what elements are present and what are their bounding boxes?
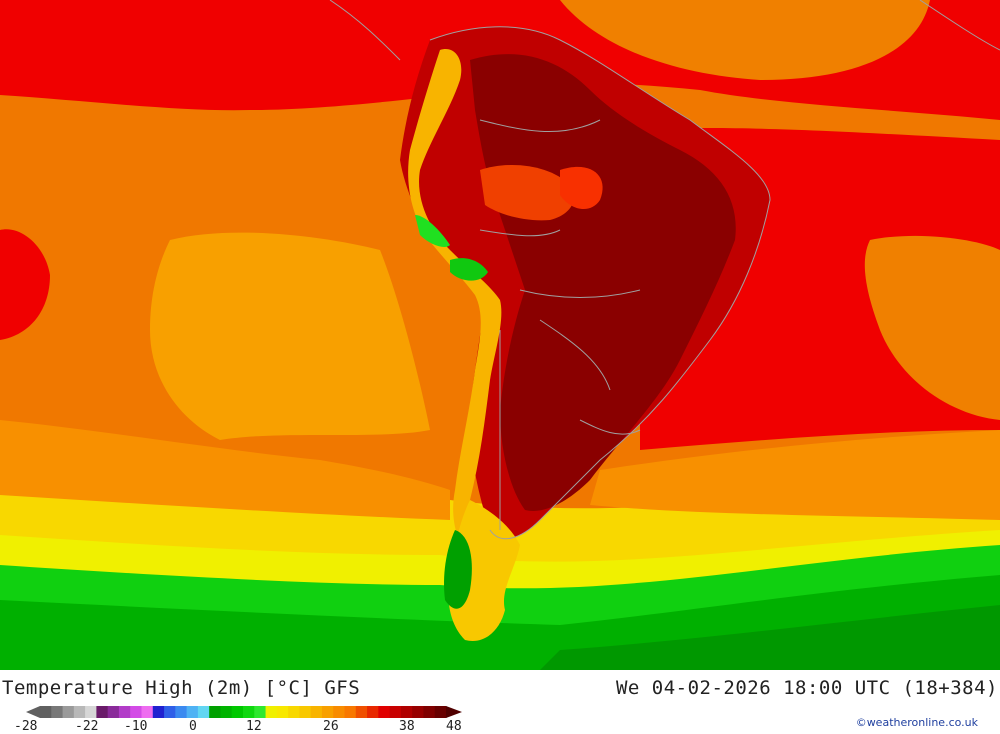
andes-warm-strip — [408, 49, 502, 561]
legend-swatch — [288, 706, 300, 718]
legend-tick: 26 — [323, 719, 339, 734]
legend-swatch — [175, 706, 188, 718]
legend-swatch — [434, 706, 447, 718]
legend-swatch — [400, 706, 413, 718]
legend-arrow-left — [26, 706, 40, 718]
legend-swatch — [321, 706, 334, 718]
orange-patch-east — [864, 235, 1000, 420]
andes-cool-patch-2 — [450, 258, 488, 281]
ocean-mild-zone-2 — [0, 420, 450, 520]
legend-swatch — [152, 706, 165, 718]
legend-swatch — [333, 706, 345, 718]
legend-tick: 12 — [246, 719, 262, 734]
legend-swatch — [40, 706, 52, 718]
legend-swatch — [276, 706, 289, 718]
ocean-mild-zone — [150, 232, 430, 440]
map-title: Temperature High (2m) [°C] GFS — [2, 677, 361, 699]
patagonia-yellow — [448, 500, 520, 641]
patagonia-green — [444, 530, 472, 609]
pacific-hot-west — [0, 229, 50, 340]
country-borders — [329, 0, 1000, 540]
legend-swatch — [254, 706, 267, 718]
temperature-map — [0, 0, 1000, 670]
legend-tick: 0 — [189, 719, 197, 734]
legend-tick: -22 — [75, 719, 99, 734]
legend-swatch — [243, 706, 255, 718]
legend-swatch — [367, 706, 379, 718]
amazon-cooler-patch-2 — [560, 166, 603, 210]
legend-swatch — [299, 706, 312, 718]
legend-swatch — [85, 706, 97, 718]
legend-swatch — [220, 706, 233, 718]
legend-swatch — [118, 706, 131, 718]
forecast-datetime: We 04-02-2026 18:00 UTC (18+384) — [615, 677, 998, 699]
legend-swatch — [310, 706, 323, 718]
legend-swatch — [96, 706, 109, 718]
legend-tick: -28 — [14, 719, 38, 734]
legend-swatch — [141, 706, 154, 718]
legend-arrow-right — [446, 706, 462, 718]
legend-swatch — [378, 706, 391, 718]
legend-swatch — [107, 706, 120, 718]
legend-swatch — [344, 706, 357, 718]
legend-tick: 48 — [446, 719, 462, 734]
footer-bar — [0, 670, 1000, 733]
amazon-cooler-patch — [480, 165, 574, 221]
legend-swatch — [231, 706, 244, 718]
legend-swatch — [73, 706, 86, 718]
legend-swatch — [355, 706, 368, 718]
legend-swatch — [412, 706, 424, 718]
andes-cool-patch — [415, 215, 450, 247]
legend-swatch — [62, 706, 75, 718]
ocean-mild-zone-east — [590, 430, 1000, 520]
legend-swatch — [186, 706, 199, 718]
credit-link[interactable]: ©weatheronline.co.uk — [855, 716, 978, 729]
legend-swatch — [423, 706, 436, 718]
orange-patch-north — [560, 0, 930, 80]
legend-swatch — [209, 706, 221, 718]
legend-tick: -10 — [124, 719, 148, 734]
legend-swatch — [51, 706, 64, 718]
legend-swatch — [265, 706, 278, 718]
legend-swatch — [197, 706, 210, 718]
legend-swatch — [130, 706, 142, 718]
legend-swatch — [164, 706, 176, 718]
color-legend — [26, 706, 462, 718]
legend-tick: 38 — [399, 719, 415, 734]
legend-swatch — [389, 706, 402, 718]
green-deep-band — [540, 605, 1000, 670]
